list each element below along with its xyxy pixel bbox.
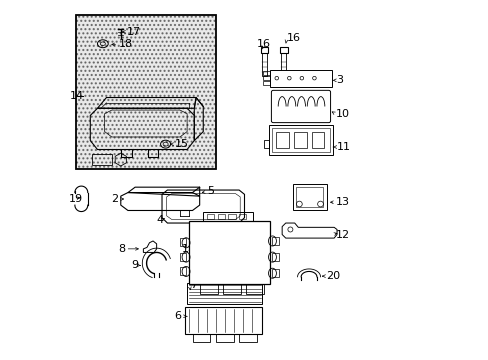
- Bar: [271, 129, 329, 152]
- Text: 12: 12: [335, 230, 349, 239]
- Bar: [76, 15, 215, 169]
- Bar: [271, 253, 278, 261]
- Bar: [217, 215, 224, 220]
- Bar: [268, 126, 332, 155]
- Bar: [293, 132, 306, 148]
- Text: 10: 10: [335, 109, 349, 119]
- Bar: [185, 307, 262, 334]
- Text: 9: 9: [131, 260, 139, 270]
- Bar: [263, 76, 269, 80]
- Bar: [199, 284, 217, 294]
- Text: 13: 13: [335, 197, 349, 207]
- Bar: [187, 283, 262, 304]
- Text: 6: 6: [174, 311, 181, 321]
- Text: 7: 7: [190, 280, 197, 290]
- Bar: [192, 334, 210, 342]
- Text: 1: 1: [182, 244, 188, 254]
- Text: 11: 11: [336, 142, 350, 152]
- Text: 18: 18: [119, 40, 133, 49]
- Bar: [188, 221, 269, 284]
- Bar: [223, 284, 241, 294]
- Bar: [281, 53, 286, 76]
- Bar: [292, 184, 326, 211]
- Text: 16: 16: [256, 40, 270, 49]
- Bar: [311, 132, 324, 148]
- Bar: [263, 81, 269, 85]
- Bar: [239, 215, 246, 220]
- Bar: [180, 267, 186, 275]
- Bar: [269, 69, 332, 87]
- Bar: [228, 215, 235, 220]
- Bar: [271, 269, 278, 277]
- Bar: [180, 238, 186, 246]
- Bar: [276, 132, 288, 148]
- Bar: [215, 334, 233, 342]
- Text: 2: 2: [111, 194, 118, 204]
- Bar: [263, 71, 269, 75]
- Text: 5: 5: [206, 186, 213, 196]
- Bar: [296, 187, 323, 207]
- Text: 20: 20: [325, 271, 340, 281]
- Bar: [280, 47, 287, 53]
- Text: 14: 14: [69, 91, 83, 101]
- Bar: [180, 253, 186, 261]
- Text: 3: 3: [336, 75, 343, 85]
- Text: 19: 19: [69, 194, 83, 204]
- Bar: [246, 284, 264, 294]
- Bar: [260, 47, 267, 53]
- Bar: [92, 154, 112, 165]
- Text: 4: 4: [156, 215, 163, 225]
- Bar: [239, 334, 257, 342]
- Text: 8: 8: [118, 244, 125, 254]
- Bar: [271, 237, 278, 244]
- Text: 15: 15: [174, 139, 188, 149]
- Bar: [206, 215, 214, 220]
- Text: 16: 16: [286, 33, 300, 43]
- Bar: [76, 15, 215, 169]
- Bar: [261, 53, 266, 76]
- FancyBboxPatch shape: [271, 90, 330, 123]
- Text: 17: 17: [127, 27, 141, 37]
